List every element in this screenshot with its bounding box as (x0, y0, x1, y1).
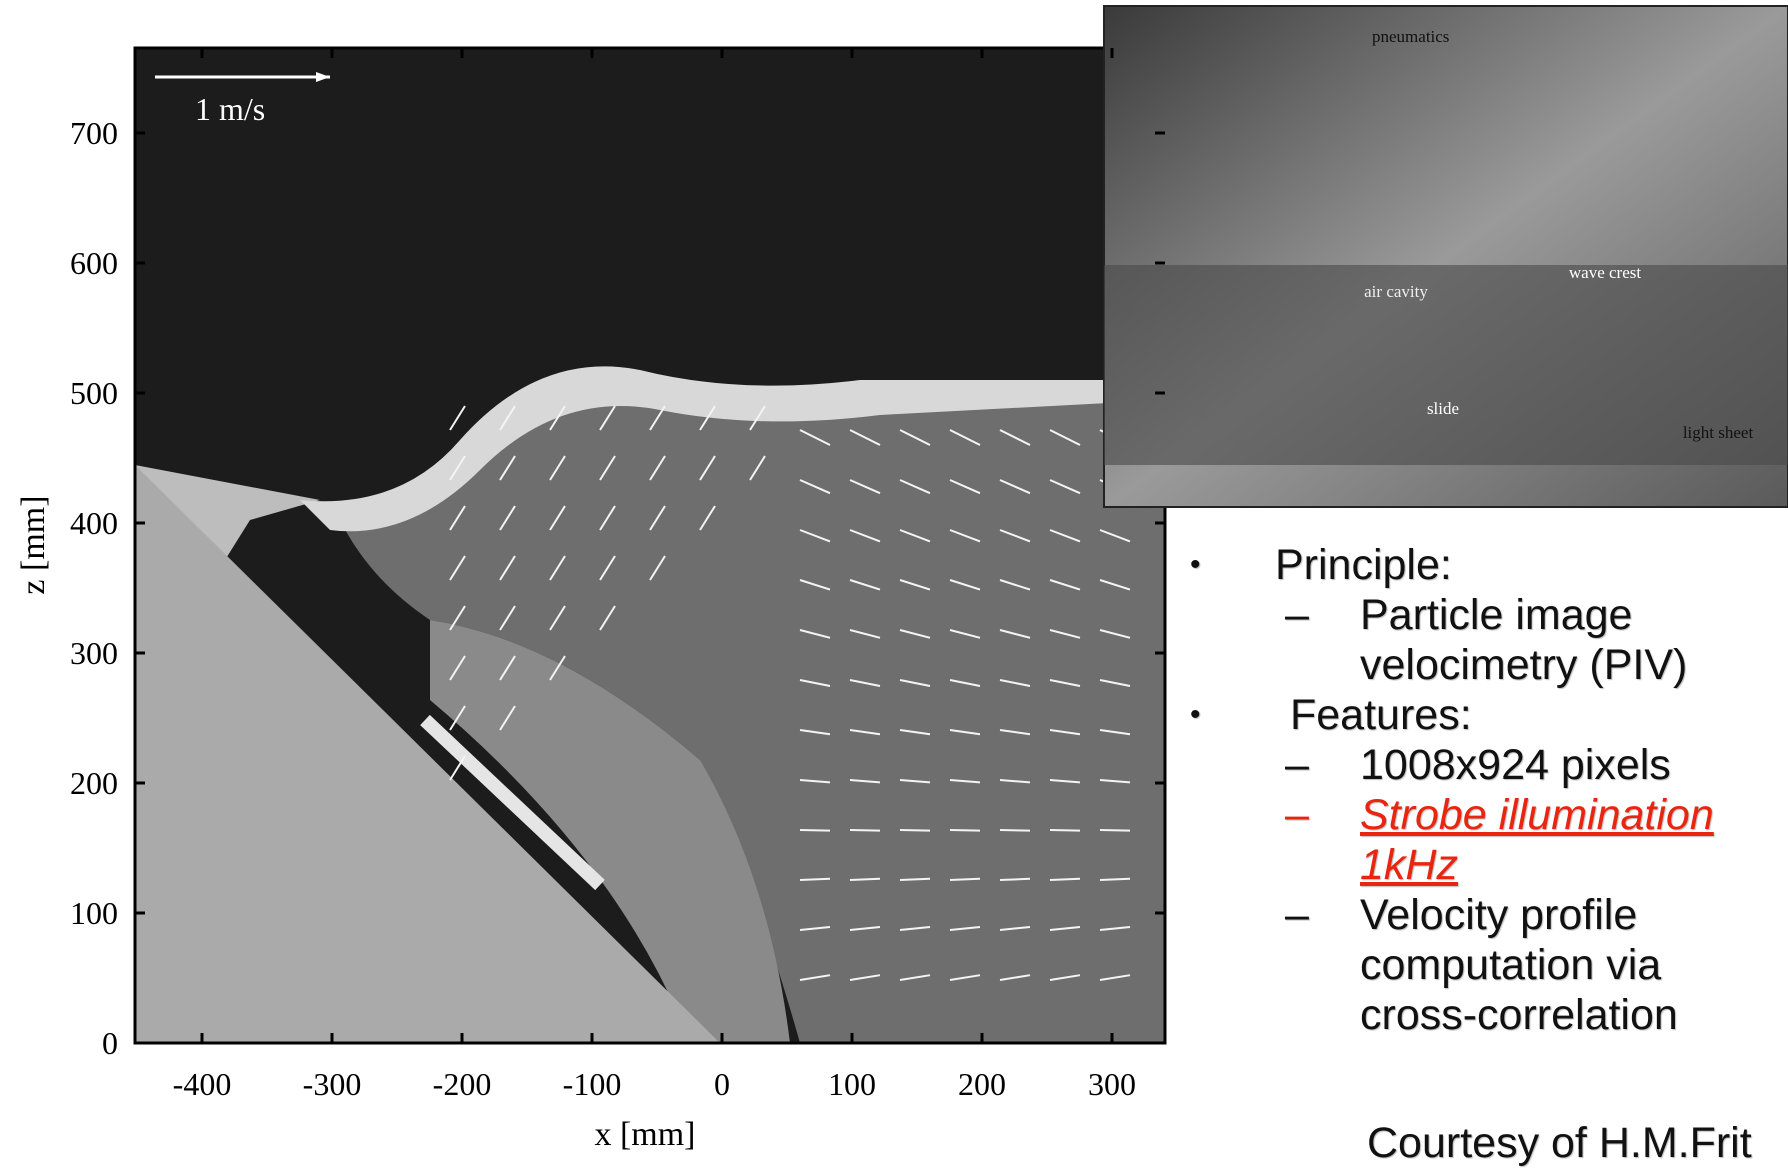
bullet-list: • Principle: – Particle image velocimetry … (1190, 540, 1780, 1040)
photo-label: light sheet (1683, 423, 1754, 442)
velocity-arrow (1050, 879, 1080, 880)
photo-label: wave crest (1569, 263, 1641, 282)
y-axis-label: z [mm] (15, 495, 52, 594)
velocity-arrow (1100, 879, 1130, 880)
bullet-dot: • (1190, 540, 1201, 590)
velocity-arrow (1100, 830, 1130, 831)
y-tick-label: 500 (70, 375, 118, 411)
y-tick-label: 200 (70, 765, 118, 801)
velocity-arrow (950, 830, 980, 831)
page: {"figure": {"x_label": "x [mm]", "y_labe… (0, 0, 1788, 1152)
x-tick-label: 0 (714, 1066, 730, 1102)
photo-label: air cavity (1364, 282, 1428, 301)
sub-bullet: – Velocity profile computation via cross-… (1190, 890, 1730, 1040)
x-tick-label: -400 (173, 1066, 232, 1102)
scale-label: 1 m/s (195, 91, 265, 127)
velocity-arrow (900, 830, 930, 831)
sub-bullet-text: 1008x924 pixels (1360, 741, 1671, 789)
bullet: • Features: (1190, 690, 1780, 740)
y-tick-label: 400 (70, 505, 118, 541)
dash: – (1285, 590, 1309, 640)
velocity-arrow (850, 879, 880, 880)
dash: – (1285, 790, 1309, 840)
x-tick-label: -200 (433, 1066, 492, 1102)
y-tick-label: 700 (70, 115, 118, 151)
velocity-arrow (1050, 830, 1080, 831)
photo-label: pneumatics (1372, 27, 1449, 46)
sub-bullet: – 1008x924 pixels (1190, 740, 1780, 790)
velocity-arrow (1000, 879, 1030, 880)
bullet: • Principle: (1190, 540, 1780, 590)
slide: 1 m/s x [mm] z [mm] pneumatics air cavit… (0, 0, 1788, 1152)
velocity-arrow (950, 879, 980, 880)
y-tick-label: 0 (102, 1025, 118, 1061)
sub-bullet: – Strobe illumination 1kHz (1190, 790, 1760, 890)
sub-bullet-text: Strobe illumination 1kHz (1360, 791, 1714, 889)
velocity-arrow (800, 879, 830, 880)
x-axis-label: x [mm] (594, 1116, 695, 1152)
dash: – (1285, 890, 1309, 940)
x-tick-label: -300 (303, 1066, 362, 1102)
y-tick-label: 300 (70, 635, 118, 671)
bullet-dot: • (1190, 690, 1201, 740)
velocity-arrow (900, 879, 930, 880)
y-tick-label: 600 (70, 245, 118, 281)
courtesy: Courtesy of H.M.Frit (1367, 1118, 1752, 1168)
y-tick-label: 100 (70, 895, 118, 931)
velocity-arrow (850, 830, 880, 831)
x-tick-label: 100 (828, 1066, 876, 1102)
x-tick-label: 300 (1088, 1066, 1136, 1102)
dash: – (1285, 740, 1309, 790)
bullet-text: Principle: (1275, 541, 1452, 589)
bullet-text: Features: (1290, 691, 1472, 739)
photo-label: slide (1427, 399, 1459, 418)
x-tick-label: -100 (563, 1066, 622, 1102)
sub-bullet-text: Velocity profile computation via cross-c… (1360, 891, 1678, 1039)
sub-bullet-text: Particle image velocimetry (PIV) (1360, 591, 1687, 689)
sub-bullet: – Particle image velocimetry (PIV) (1190, 590, 1760, 690)
velocity-arrow (1000, 830, 1030, 831)
x-tick-label: 200 (958, 1066, 1006, 1102)
velocity-arrow (800, 830, 830, 831)
